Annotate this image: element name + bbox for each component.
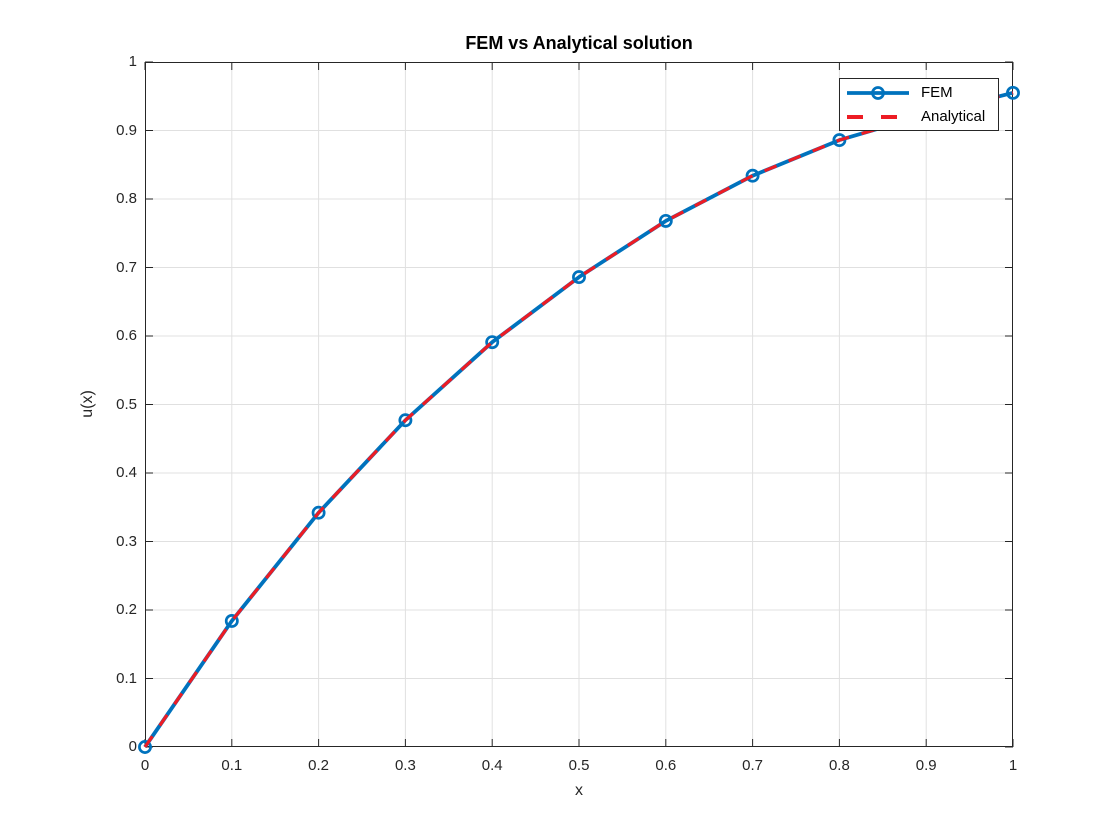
data-point-marker [311,505,326,520]
series-line-analytical [143,91,1014,748]
x-tick-label: 0.2 [308,757,330,774]
chart-title: FEM vs Analytical solution [465,33,693,53]
legend: FEM Analytical [839,78,999,131]
y-tick-label: 0.6 [116,327,137,344]
y-tick-label: 0.9 [116,121,137,139]
plot-area: FEM Analytical [138,61,1020,754]
x-tick-label: 0.1 [221,757,243,774]
y-tick-label: 0.1 [116,669,137,687]
data-point-marker [572,270,586,285]
y-tick-label: 0 [128,738,137,755]
data-point-marker [1006,85,1020,100]
x-tick-label: 0.6 [655,757,677,774]
data-point-marker [224,614,239,628]
data-point-marker [138,740,152,754]
x-tick-label: 0.7 [742,757,764,774]
y-tick-label: 0.4 [116,464,137,481]
legend-marker-icon [871,85,885,100]
x-tick-label: 0.5 [568,757,590,774]
legend-line-sample [847,85,909,100]
data-point-marker [658,213,673,228]
plot-svg [138,61,1020,754]
legend-label: FEM [921,84,953,101]
x-tick-label: 0.3 [394,757,416,774]
x-tick-label: 0.4 [481,757,503,774]
legend-item-fem: FEM [840,81,998,105]
y-tick-label: 0.8 [116,190,137,207]
data-point-marker [485,335,500,350]
y-tick-label: 0.3 [116,532,137,550]
data-point-marker [398,413,413,428]
legend-item-analytical: Analytical [840,105,998,129]
x-tick-label: 0.8 [828,757,850,774]
y-tick-label: 1 [128,53,137,70]
y-tick-label: 0.2 [116,601,137,618]
legend-label: Analytical [921,108,986,125]
x-tick-label: 0.9 [915,757,937,774]
legend-line-sample [847,114,909,119]
y-tick-label: 0.7 [116,258,137,276]
x-axis-label: x [575,782,583,799]
x-tick-label: 1 [1008,757,1018,774]
y-tick-label: 0.5 [116,395,137,413]
data-point-marker [745,168,760,183]
x-tick-label: 0 [140,757,150,774]
